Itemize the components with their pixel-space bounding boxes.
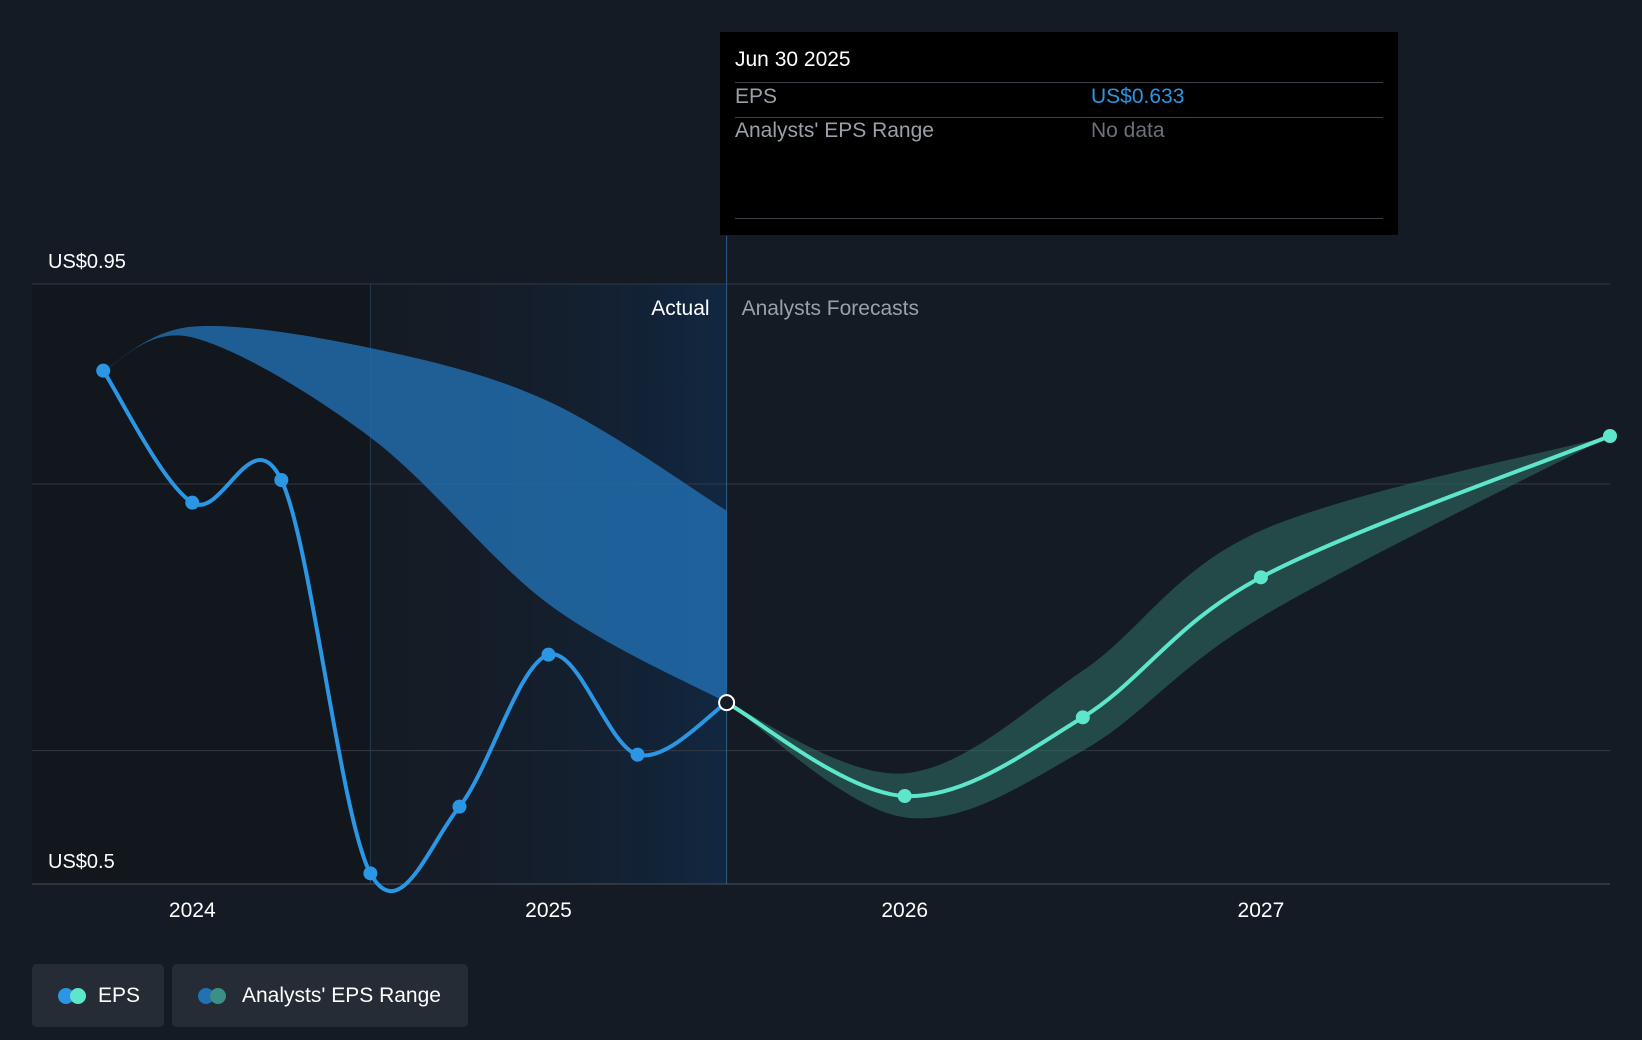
legend-swatch <box>58 987 86 1004</box>
eps-actual-point <box>363 866 378 881</box>
x-tick-label: 2024 <box>169 899 216 922</box>
x-tick-label: 2025 <box>525 899 572 922</box>
analysts-forecasts-label: Analysts Forecasts <box>742 297 919 320</box>
x-tick-label: 2026 <box>881 899 928 922</box>
tooltip-date: Jun 30 2025 <box>735 48 851 71</box>
eps-actual-point <box>541 647 556 662</box>
tooltip-range-value: No data <box>1091 119 1165 142</box>
tooltip-divider <box>735 218 1383 219</box>
swatch-dot <box>210 987 226 1004</box>
past-eps-range-band <box>103 325 727 703</box>
legend-swatch <box>198 987 228 1004</box>
y-axis-max-label: US$0.95 <box>48 251 126 273</box>
tooltip: Jun 30 2025 EPS US$0.633 Analysts' EPS R… <box>720 32 1398 235</box>
legend-label: Analysts' EPS Range <box>242 983 441 1007</box>
forecast-eps-range-band <box>726 436 1610 819</box>
swatch-dot <box>70 987 86 1004</box>
legend-label: EPS <box>97 983 140 1007</box>
eps-actual-point <box>185 495 200 510</box>
legend-item-eps[interactable]: EPS <box>32 964 164 1027</box>
legend-item-analysts-eps-range[interactable]: Analysts' EPS Range <box>172 964 468 1027</box>
eps-actual-point <box>96 363 111 378</box>
y-axis-min-label: US$0.5 <box>48 851 115 873</box>
tooltip-range-label: Analysts' EPS Range <box>735 119 934 142</box>
eps-forecast-line <box>724 434 1612 799</box>
highlight-point <box>718 694 736 712</box>
eps-forecast-point <box>1075 710 1090 725</box>
eps-actual-point <box>452 799 467 814</box>
eps-actual-point <box>630 747 645 762</box>
actual-label: Actual <box>651 297 709 320</box>
x-tick-label: 2027 <box>1238 899 1285 922</box>
eps-actual-line <box>101 368 729 893</box>
tooltip-divider <box>735 82 1383 83</box>
eps-actual-point <box>274 473 289 487</box>
eps-forecast-point <box>1603 429 1617 443</box>
eps-forecast-point <box>1253 570 1268 585</box>
tooltip-divider <box>735 117 1383 118</box>
eps-forecast-point <box>897 789 912 803</box>
tooltip-eps-label: EPS <box>735 85 778 108</box>
tooltip-eps-value: US$0.633 <box>1091 85 1185 108</box>
